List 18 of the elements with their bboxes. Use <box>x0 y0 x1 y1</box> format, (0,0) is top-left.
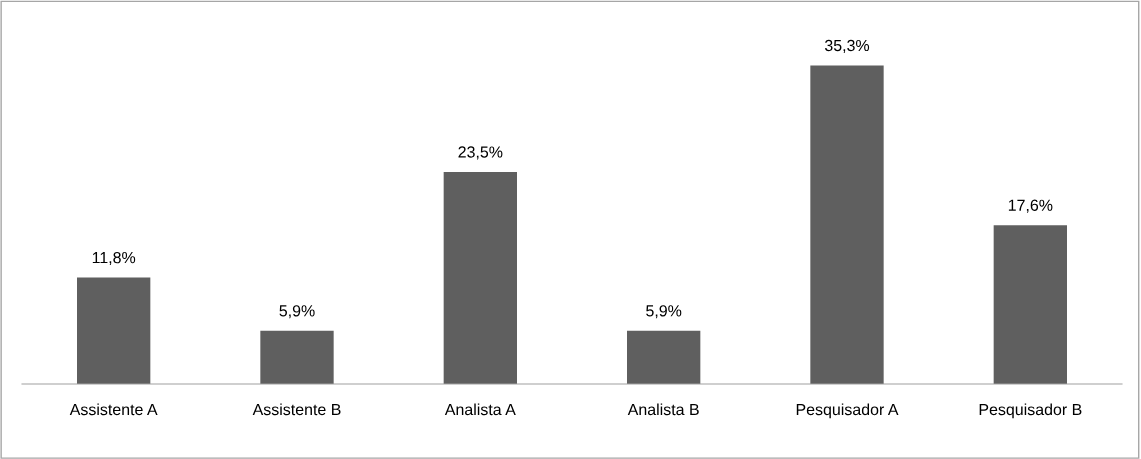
x-tick-label: Pesquisador B <box>979 403 1082 419</box>
data-label: 23,5% <box>458 146 503 160</box>
x-tick-label: Assistente B <box>252 403 341 416</box>
x-tick-label: Pesquisador A <box>796 403 899 419</box>
x-tick-label: Analista B <box>627 403 699 416</box>
bar <box>260 330 334 384</box>
bar <box>443 171 517 384</box>
bar <box>627 330 701 384</box>
data-label: 5,9% <box>279 305 315 319</box>
x-tick-label: Assistente A <box>69 403 158 416</box>
bar <box>993 225 1067 384</box>
x-tick-label: Analista A <box>444 403 516 416</box>
bar <box>810 65 884 384</box>
data-label: 35,3% <box>824 39 870 54</box>
bar <box>77 277 151 384</box>
data-label: 11,8% <box>92 251 136 266</box>
data-label: 17,6% <box>1008 199 1053 213</box>
data-label: 5,9% <box>646 305 682 319</box>
